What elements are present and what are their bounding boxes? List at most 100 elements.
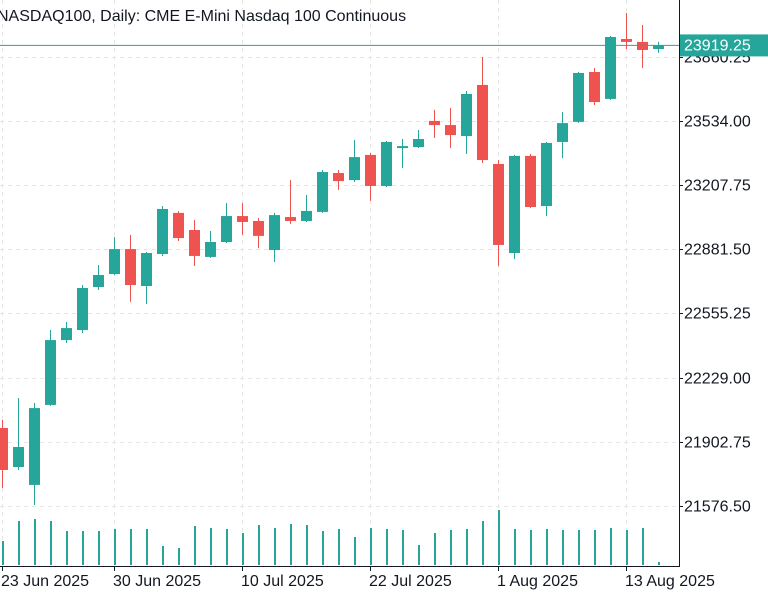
candle-body [173,212,184,239]
y-tick-label: 22555.25 [684,306,751,323]
candle-body [125,249,136,286]
candle-body [141,253,152,287]
candle-body [653,45,664,49]
volume-bar [146,529,148,565]
candle-body [365,154,376,186]
volume-bar [354,537,356,565]
chart-title: NASDAQ100, Daily: CME E-Mini Nasdaq 100 … [0,8,406,25]
candle-body [349,157,360,181]
volume-bar [178,548,180,565]
volume-bar [274,528,276,565]
candle-body [525,155,536,208]
volume-bar [434,533,436,565]
volume-bar [2,541,4,565]
candle-body [413,139,424,148]
volume-bar [82,531,84,565]
x-tick-label: 13 Aug 2025 [625,573,715,590]
candle-body [589,71,600,103]
candle-layer [0,13,664,505]
volume-bar [322,531,324,565]
volume-bar [466,529,468,565]
candle-body [621,38,632,42]
x-tick-label: 1 Aug 2025 [497,573,578,590]
candle-body [13,446,24,468]
x-tick-label: 10 Jul 2025 [241,573,324,590]
y-tick-label: 23207.75 [684,178,751,195]
candle-body [557,123,568,142]
volume-bar [402,530,404,565]
current-price-label: 23919.25 [684,38,751,55]
volume-bar [498,510,500,565]
volume-layer [2,510,660,565]
candle-body [541,142,552,207]
volume-bar [418,545,420,565]
y-tick-label: 21902.75 [684,435,751,452]
volume-bar [578,530,580,565]
candle-body [477,84,488,161]
volume-bar [610,528,612,565]
current-price-box [680,34,768,57]
candle-body [29,408,40,485]
volume-bar [98,531,100,565]
candle-body [253,220,264,236]
volume-bar [530,530,532,565]
candle-body [493,163,504,245]
candle-body [0,427,8,470]
volume-bar [386,529,388,565]
candle-body [605,37,616,99]
candle-body [157,208,168,254]
volume-bar [18,521,20,565]
volume-bar [226,529,228,565]
volume-bar [210,528,212,565]
candle-body [109,249,120,275]
volume-bar [194,526,196,565]
candle-body [61,328,72,341]
y-tick-label: 22881.50 [684,242,751,259]
volume-bar [482,521,484,565]
candle-body [45,340,56,405]
candle-body [429,120,440,126]
volume-bar [306,525,308,565]
y-tick-label: 22229.00 [684,371,751,388]
volume-bar [658,562,660,565]
volume-bar [242,533,244,565]
x-tick-label: 22 Jul 2025 [369,573,452,590]
volume-bar [514,529,516,565]
volume-bar [130,529,132,565]
candle-body [221,216,232,242]
volume-bar [370,528,372,565]
candle-body [397,146,408,149]
volume-bar [290,524,292,565]
candle-body [285,217,296,221]
volume-bar [562,530,564,565]
volume-bar [338,529,340,565]
volume-bar [594,530,596,565]
candle-body [637,41,648,50]
y-tick-label: 23534.00 [684,114,751,131]
candle-body [189,230,200,256]
candle-body [269,215,280,251]
candle-body [461,94,472,137]
candle-body [573,72,584,122]
volume-bar [50,521,52,565]
x-tick-label: 30 Jun 2025 [113,573,201,590]
candle-body [333,173,344,182]
volume-bar [34,519,36,565]
volume-bar [162,546,164,565]
volume-bar [546,529,548,565]
candle-body [317,172,328,212]
volume-bar [626,530,628,565]
candle-body [205,241,216,257]
candle-body [93,275,104,288]
volume-bar [66,531,68,565]
axes: 23860.2523534.0023207.7522881.5022555.25… [0,34,768,590]
candle-body [301,210,312,221]
candle-body [77,287,88,331]
candle-body [509,155,520,254]
volume-bar [114,529,116,565]
x-tick-label: 23 Jun 2025 [1,573,89,590]
volume-bar [642,528,644,565]
y-tick-label: 21576.50 [684,499,751,516]
